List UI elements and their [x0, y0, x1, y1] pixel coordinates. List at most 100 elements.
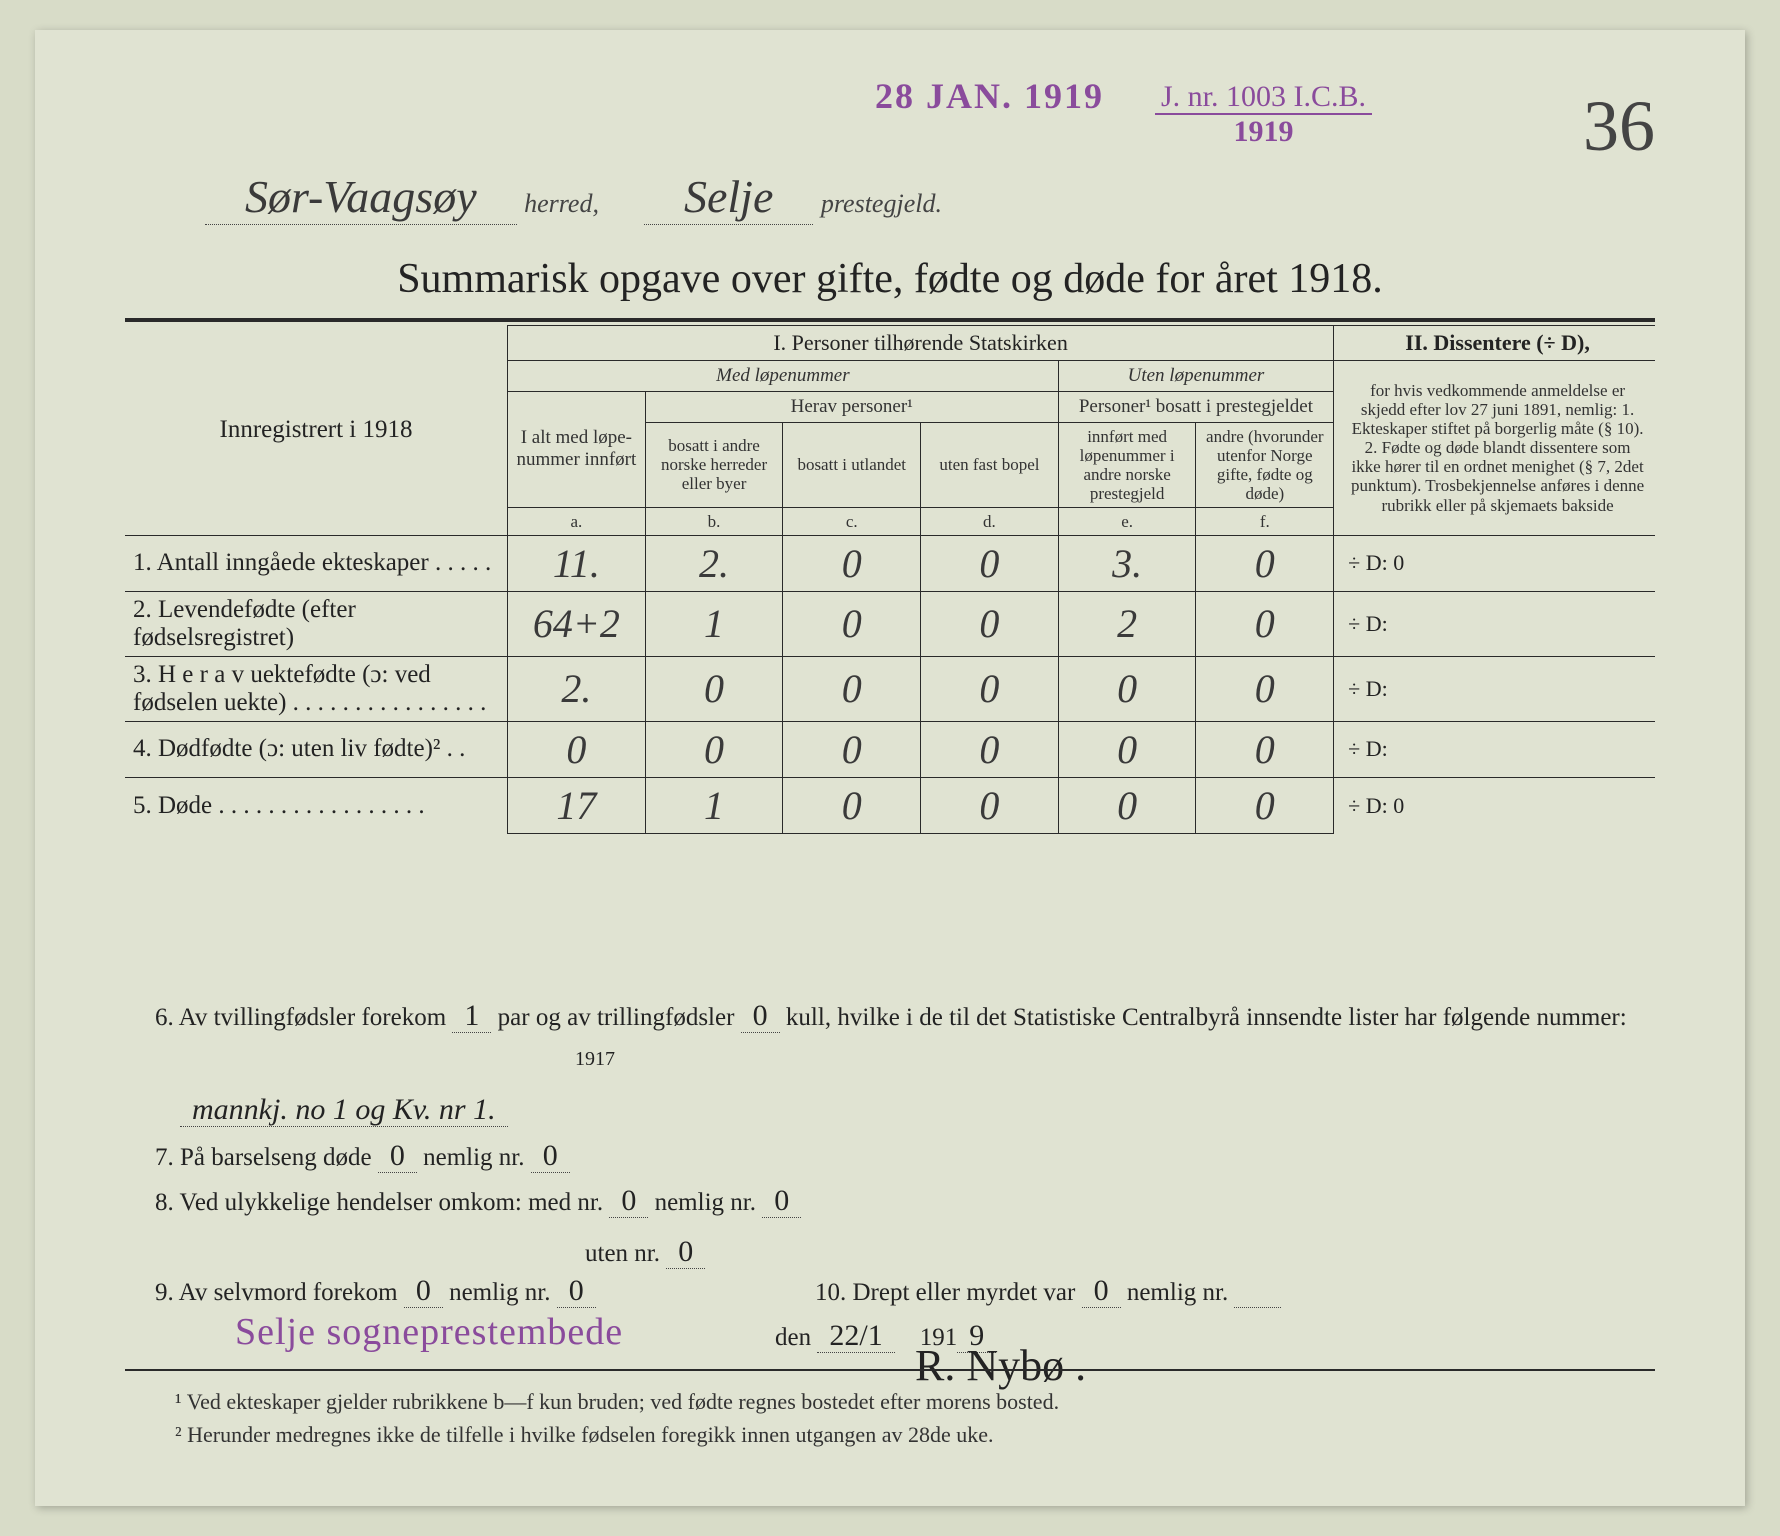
uten-lopenummer: Uten løpenummer [1058, 361, 1333, 392]
cell: 0 [645, 656, 783, 721]
letter-e: e. [1058, 507, 1196, 535]
table-row: 1. Antall inngåede ekteskaper . . . . . … [125, 535, 1655, 591]
q8-v3: 0 [666, 1235, 705, 1269]
header-line: Sør-Vaagsøy herred, Selje prestegjeld. [205, 170, 1505, 223]
date-value: 22/1 [817, 1319, 894, 1353]
personer-bosatt: Personer¹ bosatt i prestegjeldet [1058, 391, 1333, 422]
col-c-header: bosatt i utlandet [783, 422, 921, 507]
row-label: 2. Levendefødte (efter fødselsregistret) [125, 591, 508, 656]
q9-v2: 0 [557, 1274, 596, 1308]
section-2-text: for hvis vedkommende anmeldelse er skjed… [1334, 361, 1655, 536]
cell: 0 [645, 721, 783, 777]
letter-a: a. [508, 507, 646, 535]
q8-line2-pre: uten nr. [585, 1240, 660, 1267]
q9-v1: 0 [404, 1274, 443, 1308]
cell: 0 [1058, 656, 1196, 721]
table-row: 4. Dødfødte (ɔ: uten liv fødte)² . . 0 0… [125, 721, 1655, 777]
cell: 0 [921, 777, 1059, 833]
q6-twins: 1 [452, 999, 491, 1033]
cell: 0 [921, 591, 1059, 656]
q7-v2: 0 [531, 1139, 570, 1173]
q6-mid1: par og av trillingfødsler [498, 1004, 735, 1031]
table-row: 5. Døde . . . . . . . . . . . . . . . . … [125, 777, 1655, 833]
col-f-header: andre (hvorunder utenfor Norge gifte, fø… [1196, 422, 1334, 507]
q10-pre: 10. Drept eller myrdet var [815, 1279, 1075, 1306]
cell-g: ÷ D: 0 [1334, 535, 1655, 591]
prestegjeld-value: Selje [644, 171, 813, 225]
cell-g: ÷ D: 0 [1334, 777, 1655, 833]
document-title: Summarisk opgave over gifte, fødte og dø… [35, 255, 1745, 303]
cell: 0 [508, 721, 646, 777]
letter-c: c. [783, 507, 921, 535]
cell: 3. [1058, 535, 1196, 591]
stamp-jnr-year: 1919 [1155, 115, 1372, 148]
footnotes: ¹ Ved ekteskaper gjelder rubrikkene b—f … [175, 1385, 1059, 1451]
cell: 1 [645, 777, 783, 833]
col-a-header: I alt med løpe-nummer innført [508, 391, 646, 507]
footnote-rule [125, 1369, 1655, 1371]
q8-v2: 0 [762, 1184, 801, 1218]
letter-d: d. [921, 507, 1059, 535]
signature: R. Nybø . [915, 1340, 1086, 1391]
cell: 0 [783, 591, 921, 656]
stamp-date-received: 28 JAN. 1919 [875, 75, 1104, 117]
med-lopenummer: Med løpenummer [508, 361, 1059, 392]
letter-b: b. [645, 507, 783, 535]
cell-g: ÷ D: [1334, 656, 1655, 721]
q6-trip: 0 [741, 999, 780, 1033]
q7-pre: 7. På barselseng døde [155, 1144, 372, 1171]
den-label: den [775, 1324, 811, 1351]
cell: 17 [508, 777, 646, 833]
prestegjeld-label: prestegjeld. [821, 189, 942, 218]
row-label: 1. Antall inngåede ekteskaper . . . . . [125, 535, 508, 591]
footnote-1: ¹ Ved ekteskaper gjelder rubrikkene b—f … [175, 1385, 1059, 1418]
q7-v1: 0 [378, 1139, 417, 1173]
summary-table: Innregistrert i 1918 I. Personer tilhøre… [125, 325, 1655, 834]
cell: 2 [1058, 591, 1196, 656]
cell-g: ÷ D: [1334, 591, 1655, 656]
cell: 0 [783, 535, 921, 591]
cell: 0 [921, 656, 1059, 721]
cell: 0 [1196, 721, 1334, 777]
row-label: 3. H e r a v uektefødte (ɔ: ved fødselen… [125, 656, 508, 721]
q8-v1: 0 [609, 1184, 648, 1218]
row-label: 5. Døde . . . . . . . . . . . . . . . . … [125, 777, 508, 833]
herav-header: Herav personer¹ [645, 391, 1058, 422]
registered-label: Innregistrert i 1918 [220, 416, 413, 443]
rule-top [125, 318, 1655, 322]
letter-f: f. [1196, 507, 1334, 535]
cell: 2. [508, 656, 646, 721]
table-row: 3. H e r a v uektefødte (ɔ: ved fødselen… [125, 656, 1655, 721]
section-1-header: I. Personer tilhørende Statskirken [508, 326, 1334, 361]
q6-pre: 6. Av tvillingfødsler forekom [155, 1004, 446, 1031]
cell: 1 [645, 591, 783, 656]
row-label: 4. Dødfødte (ɔ: uten liv fødte)² . . [125, 721, 508, 777]
page-number: 36 [1583, 85, 1655, 168]
col-b-header: bosatt i andre norske herreder eller bye… [645, 422, 783, 507]
herred-value: Sør-Vaagsøy [205, 171, 517, 225]
cell: 0 [1058, 721, 1196, 777]
question-7: 7. På barselseng døde 0 nemlig nr. 0 [155, 1130, 570, 1181]
question-9: 9. Av selvmord forekom 0 nemlig nr. 0 [155, 1265, 596, 1316]
q8-pre: 8. Ved ulykkelige hendelser omkom: med n… [155, 1189, 603, 1216]
cell: 0 [783, 777, 921, 833]
section-2-header: II. Dissentere (÷ D), [1334, 326, 1655, 361]
q7-mid: nemlig nr. [423, 1144, 524, 1171]
stamp-office: Selje sogneprestembede [235, 1310, 623, 1354]
cell: 0 [1196, 656, 1334, 721]
q9-pre: 9. Av selvmord forekom [155, 1279, 398, 1306]
cell: 0 [1196, 535, 1334, 591]
question-10: 10. Drept eller myrdet var 0 nemlig nr. [815, 1265, 1281, 1316]
q6-year-above: 1917 [575, 1048, 615, 1070]
q9-mid: nemlig nr. [449, 1279, 550, 1306]
cell: 0 [1196, 777, 1334, 833]
document-page: 28 JAN. 1919 J. nr. 1003 I.C.B. 1919 36 … [35, 30, 1745, 1506]
table-row: 2. Levendefødte (efter fødselsregistret)… [125, 591, 1655, 656]
cell-g: ÷ D: [1334, 721, 1655, 777]
stamp-jnr-line1: J. nr. 1003 I.C.B. [1155, 80, 1372, 115]
cell: 0 [1058, 777, 1196, 833]
q10-mid: nemlig nr. [1127, 1279, 1228, 1306]
q10-v1: 0 [1082, 1274, 1121, 1308]
cell: 0 [783, 721, 921, 777]
q8-mid: nemlig nr. [655, 1189, 756, 1216]
